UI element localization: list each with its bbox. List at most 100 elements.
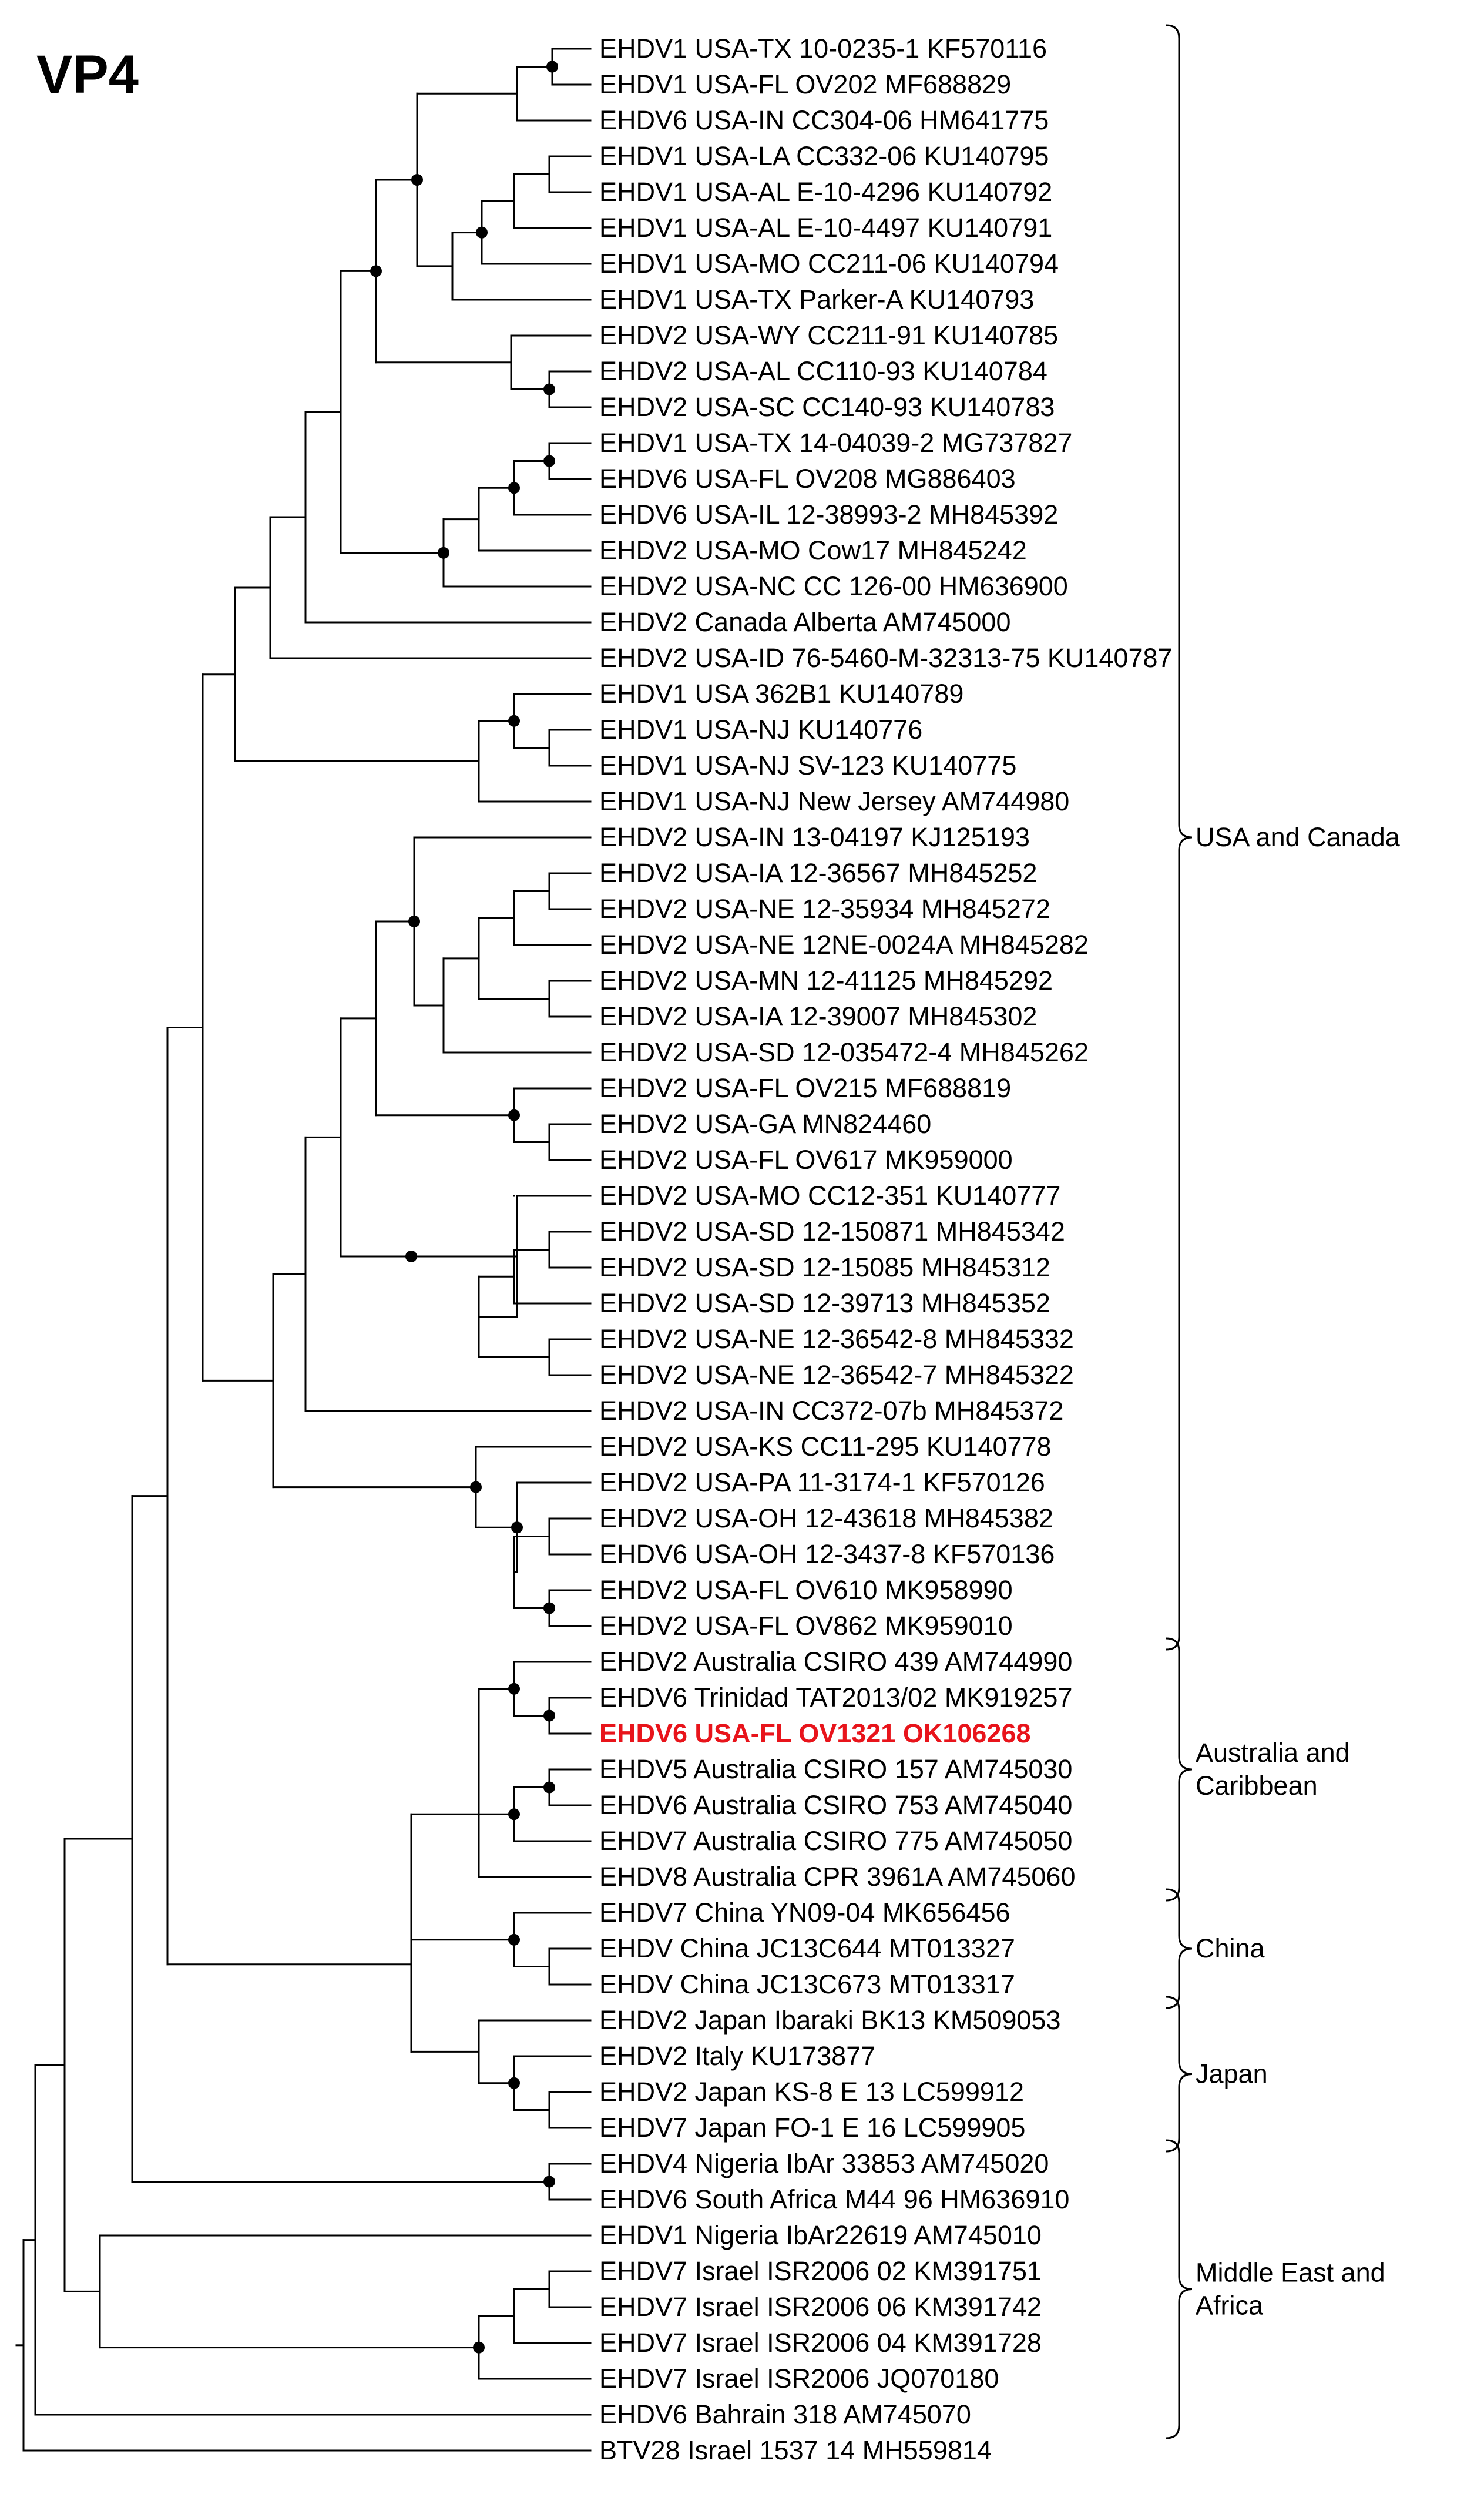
taxon-label: EHDV2 USA-MN 12-41125 MH845292 bbox=[599, 966, 1053, 995]
taxon-label: EHDV6 Trinidad TAT2013/02 MK919257 bbox=[599, 1682, 1072, 1712]
taxon-label: EHDV7 Australia CSIRO 775 AM745050 bbox=[599, 1826, 1072, 1856]
bootstrap-node-dot bbox=[543, 1602, 555, 1614]
taxon-label: EHDV1 USA-NJ SV-123 KU140775 bbox=[599, 750, 1016, 780]
bootstrap-node-dot bbox=[508, 1808, 520, 1821]
bootstrap-node-dot bbox=[508, 1109, 520, 1121]
bootstrap-node-dot bbox=[408, 915, 420, 927]
taxon-label: EHDV2 USA-FL OV617 MK959000 bbox=[599, 1145, 1013, 1175]
group-label: China bbox=[1196, 1933, 1265, 1963]
taxon-label: EHDV1 USA-TX Parker-A KU140793 bbox=[599, 284, 1034, 314]
taxon-label: EHDV2 USA-SC CC140-93 KU140783 bbox=[599, 392, 1055, 422]
taxon-label: EHDV6 USA-FL OV208 MG886403 bbox=[599, 464, 1016, 494]
taxon-label: EHDV China JC13C673 MT013317 bbox=[599, 1969, 1015, 1999]
taxon-label: EHDV2 USA-NE 12-36542-7 MH845322 bbox=[599, 1360, 1074, 1390]
figure-title: VP4 bbox=[36, 45, 139, 105]
group-bracket bbox=[1166, 24, 1193, 1651]
group-label: Middle East and Africa bbox=[1196, 2258, 1385, 2321]
bootstrap-node-dot bbox=[508, 482, 520, 494]
taxon-label: EHDV1 USA-TX 14-04039-2 MG737827 bbox=[599, 428, 1072, 458]
group-label: Australia and Caribbean bbox=[1196, 1738, 1350, 1801]
taxon-label: EHDV6 USA-OH 12-3437-8 KF570136 bbox=[599, 1539, 1055, 1569]
taxon-label: EHDV5 Australia CSIRO 157 AM745030 bbox=[599, 1754, 1072, 1784]
taxon-label: EHDV2 USA-FL OV610 MK958990 bbox=[599, 1575, 1013, 1605]
taxon-label: EHDV2 Japan Ibaraki BK13 KM509053 bbox=[599, 2005, 1060, 2035]
bootstrap-node-dot bbox=[543, 1709, 555, 1722]
taxon-label: EHDV1 USA-LA CC332-06 KU140795 bbox=[599, 141, 1049, 171]
bootstrap-nodes bbox=[370, 61, 558, 2354]
taxon-label: EHDV6 Australia CSIRO 753 AM745040 bbox=[599, 1790, 1072, 1820]
taxon-label: EHDV2 USA-NE 12NE-0024A MH845282 bbox=[599, 930, 1089, 960]
taxon-label: EHDV8 Australia CPR 3961A AM745060 bbox=[599, 1862, 1075, 1892]
taxon-label: EHDV2 Japan KS-8 E 13 LC599912 bbox=[599, 2077, 1024, 2107]
taxon-label-highlighted: EHDV6 USA-FL OV1321 OK106268 bbox=[599, 1718, 1031, 1748]
bootstrap-node-dot bbox=[508, 2077, 520, 2089]
taxon-label: EHDV7 Japan FO-1 E 16 LC599905 bbox=[599, 2113, 1025, 2143]
taxon-label: EHDV2 Australia CSIRO 439 AM744990 bbox=[599, 1647, 1072, 1677]
taxon-label: EHDV6 Bahrain 318 AM745070 bbox=[599, 2399, 971, 2429]
taxon-label: EHDV2 USA-IA 12-36567 MH845252 bbox=[599, 858, 1037, 888]
taxon-label: EHDV6 USA-IL 12-38993-2 MH845392 bbox=[599, 500, 1058, 529]
taxon-label: EHDV2 USA-SD 12-035472-4 MH845262 bbox=[599, 1037, 1089, 1067]
bootstrap-node-dot bbox=[470, 1481, 482, 1493]
taxon-labels: EHDV1 USA-TX 10-0235-1 KF570116 EHDV1 USA… bbox=[599, 33, 1173, 2465]
taxon-label: EHDV2 USA-OH 12-43618 MH845382 bbox=[599, 1503, 1053, 1533]
bootstrap-node-dot bbox=[411, 174, 423, 186]
taxon-label: EHDV1 USA-NJ New Jersey AM744980 bbox=[599, 786, 1069, 816]
bootstrap-node-dot bbox=[543, 1781, 555, 1794]
taxon-label: EHDV1 USA-NJ KU140776 bbox=[599, 715, 922, 745]
taxon-label: EHDV2 USA-IN CC372-07b MH845372 bbox=[599, 1396, 1063, 1426]
taxon-label: EHDV2 USA-ID 76-5460-M-32313-75 KU140787 bbox=[599, 643, 1173, 673]
taxon-label: EHDV1 USA-TX 10-0235-1 KF570116 bbox=[599, 33, 1047, 63]
taxon-label: EHDV2 USA-IN 13-04197 KJ125193 bbox=[599, 822, 1030, 852]
taxon-label: EHDV2 USA-SD 12-15085 MH845312 bbox=[599, 1252, 1050, 1282]
taxon-label: EHDV2 USA-WY CC211-91 KU140785 bbox=[599, 320, 1058, 350]
taxon-label: EHDV2 USA-PA 11-3174-1 KF570126 bbox=[599, 1467, 1045, 1497]
bootstrap-node-dot bbox=[476, 226, 488, 239]
taxon-label: EHDV2 USA-KS CC11-295 KU140778 bbox=[599, 1432, 1052, 1461]
taxon-label: EHDV China JC13C644 MT013327 bbox=[599, 1933, 1015, 1963]
taxon-label: EHDV2 Italy KU173877 bbox=[599, 2041, 875, 2071]
bootstrap-node-dot bbox=[473, 2341, 485, 2354]
bootstrap-node-dot bbox=[508, 1682, 520, 1695]
taxon-label: EHDV2 USA-NE 12-36542-8 MH845332 bbox=[599, 1324, 1074, 1354]
taxon-label: EHDV2 USA-FL OV862 MK959010 bbox=[599, 1611, 1013, 1641]
taxon-label: EHDV2 USA-NC CC 126-00 HM636900 bbox=[599, 571, 1068, 601]
group-label: USA and Canada bbox=[1196, 822, 1401, 852]
group-bracket bbox=[1166, 1996, 1193, 2153]
group-label: Japan bbox=[1196, 2059, 1268, 2089]
bootstrap-node-dot bbox=[438, 547, 449, 559]
group-brackets: USA and Canada Australia and Caribbean Chin… bbox=[1166, 24, 1401, 2439]
taxon-label: EHDV2 USA-MO Cow17 MH845242 bbox=[599, 535, 1027, 565]
taxon-label: EHDV1 USA 362B1 KU140789 bbox=[599, 679, 963, 709]
bootstrap-node-dot bbox=[543, 2176, 555, 2188]
taxon-label: EHDV1 USA-FL OV202 MF688829 bbox=[599, 69, 1011, 99]
bootstrap-node-dot bbox=[543, 455, 555, 467]
taxon-label: EHDV1 USA-AL E-10-4497 KU140791 bbox=[599, 213, 1052, 243]
taxon-label: EHDV7 Israel ISR2006 06 KM391742 bbox=[599, 2292, 1042, 2322]
bootstrap-node-dot bbox=[511, 1521, 523, 1534]
taxon-label: EHDV6 USA-IN CC304-06 HM641775 bbox=[599, 105, 1049, 135]
group-bracket bbox=[1166, 1888, 1193, 2009]
taxon-label: EHDV6 South Africa M44 96 HM636910 bbox=[599, 2184, 1069, 2214]
taxon-label: EHDV2 USA-SD 12-150871 MH845342 bbox=[599, 1216, 1065, 1246]
bootstrap-node-dot bbox=[508, 1933, 520, 1946]
tree-branches bbox=[15, 48, 592, 2452]
taxon-label: EHDV2 USA-AL CC110-93 KU140784 bbox=[599, 356, 1047, 386]
bootstrap-node-dot bbox=[405, 1250, 417, 1262]
group-bracket bbox=[1166, 2139, 1193, 2439]
group-bracket bbox=[1166, 1637, 1193, 1902]
bootstrap-node-dot bbox=[546, 61, 558, 73]
bootstrap-node-dot bbox=[370, 265, 382, 277]
taxon-label: EHDV2 USA-NE 12-35934 MH845272 bbox=[599, 894, 1050, 924]
taxon-label: EHDV7 Israel ISR2006 JQ070180 bbox=[599, 2364, 999, 2394]
taxon-label: EHDV2 USA-SD 12-39713 MH845352 bbox=[599, 1288, 1050, 1318]
taxon-label: EHDV1 Nigeria IbAr22619 AM745010 bbox=[599, 2220, 1042, 2250]
taxon-label: BTV28 Israel 1537 14 MH559814 bbox=[599, 2435, 992, 2465]
bootstrap-node-dot bbox=[543, 383, 555, 395]
taxon-label: EHDV2 Canada Alberta AM745000 bbox=[599, 607, 1010, 637]
bootstrap-node-dot bbox=[508, 715, 520, 727]
taxon-label: EHDV7 Israel ISR2006 02 KM391751 bbox=[599, 2256, 1042, 2286]
taxon-label: EHDV2 USA-GA MN824460 bbox=[599, 1109, 931, 1139]
taxon-label: EHDV4 Nigeria IbAr 33853 AM745020 bbox=[599, 2148, 1049, 2178]
